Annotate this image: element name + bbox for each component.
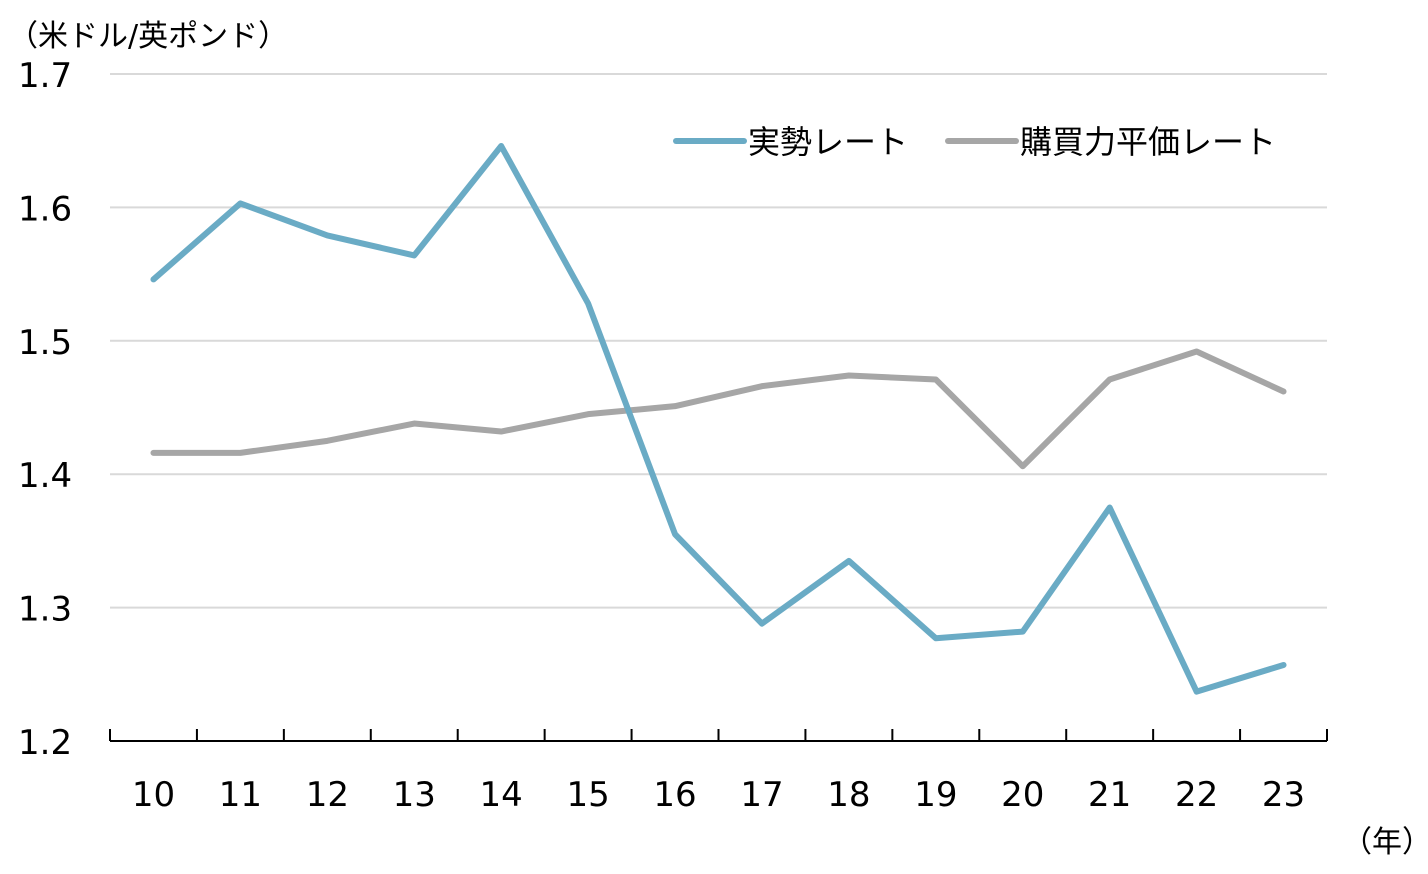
x-tick-label: 20 [1001,775,1044,815]
legend: 実勢レート 購買力平価レート [676,123,1276,161]
x-axis [110,729,1327,741]
series-line-0 [153,146,1283,692]
legend-label-ppp: 購買力平価レート [1020,123,1276,161]
x-tick-label: 14 [480,775,523,815]
x-axis-label: （年） [1342,825,1428,860]
legend-label-actual: 実勢レート [748,123,908,161]
y-axis-label: （米ドル/英ポンド） [8,19,288,54]
x-tick-label: 17 [740,775,783,815]
y-tick-label: 1.3 [18,590,72,630]
y-tick-label: 1.7 [18,56,72,96]
series-line-1 [153,351,1283,466]
y-tick-label: 1.5 [18,323,72,363]
x-tick-label: 18 [827,775,870,815]
x-tick-label: 21 [1088,775,1131,815]
x-tick-label: 16 [653,775,696,815]
x-tick-label: 22 [1175,775,1218,815]
x-tick-label: 15 [566,775,609,815]
x-tick-label: 10 [132,775,175,815]
x-tick-label: 19 [914,775,957,815]
series-lines [153,146,1283,692]
x-tick-label: 23 [1262,775,1305,815]
y-tick-label: 1.2 [18,723,72,763]
x-tick-label: 12 [306,775,349,815]
y-tick-label: 1.4 [18,456,72,496]
y-tick-labels: 1.2 1.3 1.4 1.5 1.6 1.7 [18,56,72,763]
y-tick-label: 1.6 [18,189,72,229]
x-tick-label: 13 [393,775,436,815]
x-tick-label: 11 [219,775,262,815]
x-tick-labels: 10 11 12 13 14 15 16 17 18 19 20 21 22 23 [132,775,1305,815]
